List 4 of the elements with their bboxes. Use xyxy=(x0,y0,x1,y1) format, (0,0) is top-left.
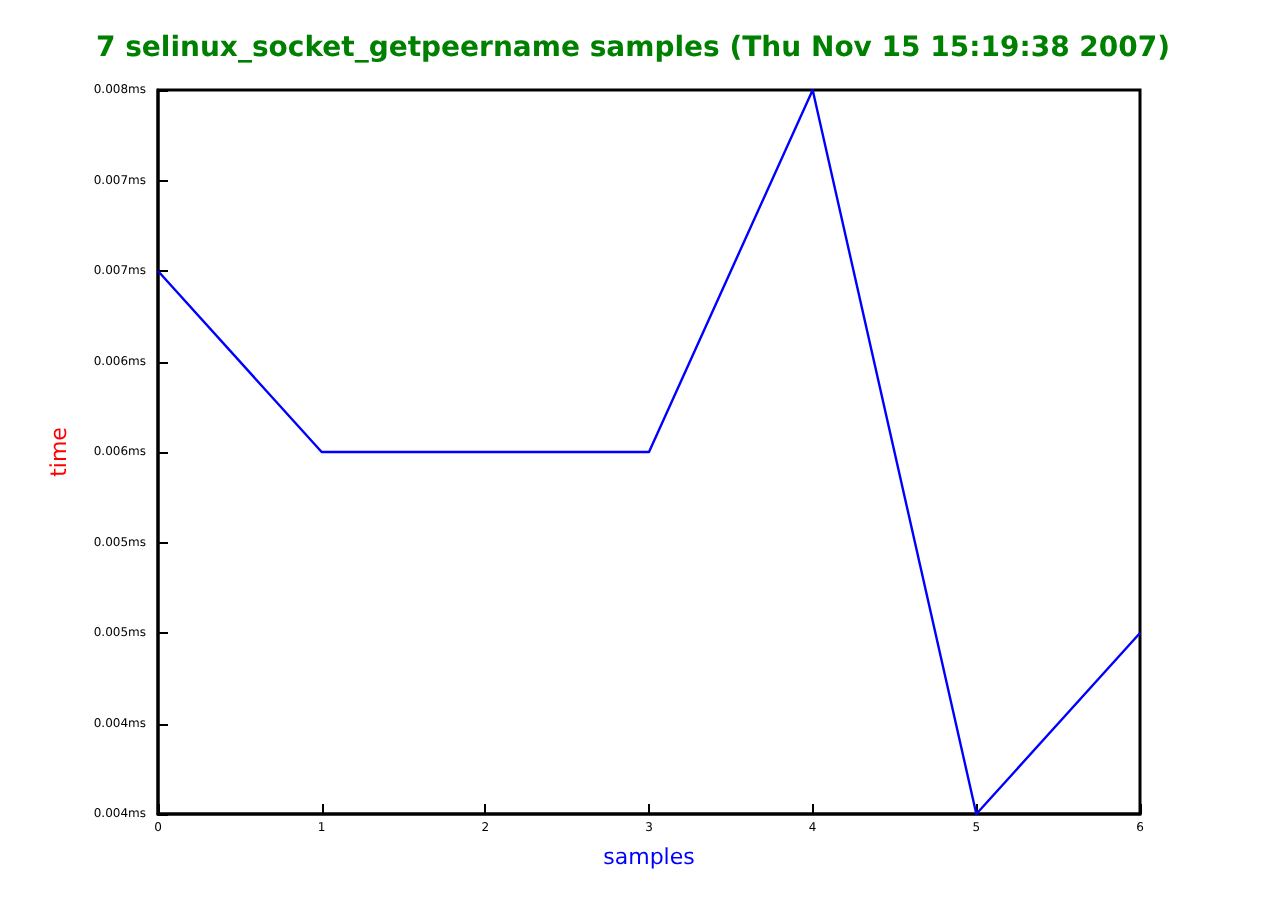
y-axis-title: time xyxy=(46,426,72,477)
x-axis-title: samples xyxy=(603,844,696,870)
chart-title: 7 selinux_socket_getpeername samples (Thu Nov 15 15:19:38 2007) xyxy=(95,32,1171,64)
line-series xyxy=(156,88,1142,816)
